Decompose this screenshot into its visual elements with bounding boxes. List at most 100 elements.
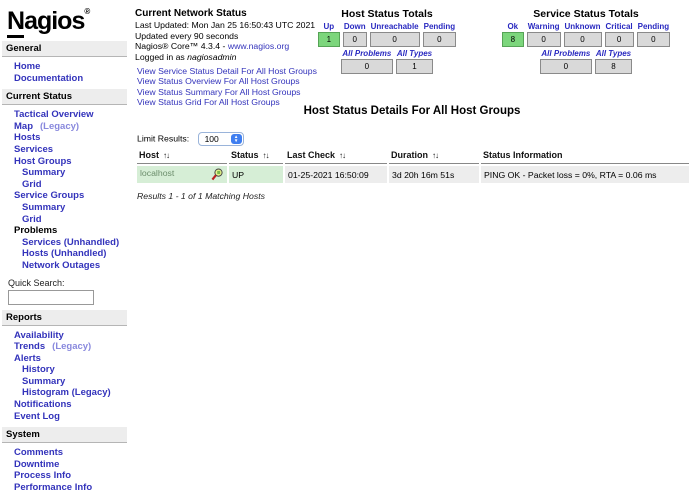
sidebar-item-service-groups[interactable]: Service Groups xyxy=(14,190,85,202)
sidebar-item-services-unhandled[interactable]: Services (Unhandled) xyxy=(22,236,120,248)
sidebar-item-hostgroup-summary[interactable]: Summary xyxy=(22,167,66,179)
sidebar-item-downtime[interactable]: Downtime xyxy=(14,458,60,470)
host-totals-header-down[interactable]: Down xyxy=(343,22,366,31)
last-check-column-label: Last Check xyxy=(287,150,336,160)
service-totals-header-critical[interactable]: Critical xyxy=(605,22,633,31)
host-totals-down-count[interactable]: 0 xyxy=(342,32,367,47)
host-totals-header-unreachable[interactable]: Unreachable xyxy=(370,22,419,31)
limit-results-select[interactable]: 100 ▲ ▼ xyxy=(197,132,244,146)
logged-in-user: nagiosadmin xyxy=(187,51,237,62)
service-totals-ok-count[interactable]: 8 xyxy=(501,32,524,47)
sidebar-item-hosts[interactable]: Hosts xyxy=(14,132,41,144)
sidebar-item-availability[interactable]: Availability xyxy=(14,329,64,341)
host-totals-unreachable-count[interactable]: 0 xyxy=(369,32,420,47)
sidebar-label-problems: Problems xyxy=(14,225,58,237)
host-totals-all-types-count[interactable]: 1 xyxy=(395,59,434,74)
page-title: Host Status Details For All Host Groups xyxy=(303,105,521,117)
sort-icons-last-check[interactable]: ↑↓ xyxy=(339,151,346,160)
sort-asc-icon[interactable]: ↑ xyxy=(432,151,436,160)
service-totals-header-ok[interactable]: Ok xyxy=(507,22,519,31)
view-status-overview-link[interactable]: View Status Overview For All Host Groups xyxy=(137,76,300,87)
service-totals-warning-count[interactable]: 0 xyxy=(526,32,561,47)
view-status-summary-link[interactable]: View Status Summary For All Host Groups xyxy=(137,86,301,97)
sort-icons-host[interactable]: ↑↓ xyxy=(163,151,170,160)
host-totals-header-all-problems[interactable]: All Problems xyxy=(342,49,392,58)
sidebar-item-home[interactable]: Home xyxy=(14,61,41,72)
sidebar-item-event-log[interactable]: Event Log xyxy=(14,410,60,422)
sidebar-item-servicegroup-summary[interactable]: Summary xyxy=(22,201,66,213)
host-totals-up-count[interactable]: 1 xyxy=(317,32,340,47)
trends-legacy-suffix[interactable]: (Legacy) xyxy=(52,341,92,353)
sidebar-item-hostgroup-grid[interactable]: Grid xyxy=(22,178,42,190)
sort-asc-icon[interactable]: ↑ xyxy=(262,151,267,160)
sidebar-item-network-outages[interactable]: Network Outages xyxy=(22,259,101,271)
sidebar-item-scheduling-queue[interactable]: Scheduling Queue xyxy=(0,494,129,495)
nagios-org-link[interactable]: www.nagios.org xyxy=(227,41,290,52)
map-legacy-suffix[interactable]: (Legacy) xyxy=(40,120,80,132)
status-column-label: Status xyxy=(231,150,259,160)
update-interval-text: Updated every 90 seconds xyxy=(135,30,239,41)
view-status-grid-link[interactable]: View Status Grid For All Host Groups xyxy=(137,97,280,108)
map-label[interactable]: Map xyxy=(14,120,33,132)
service-totals-header-all-types[interactable]: All Types xyxy=(595,49,632,58)
host-cell: localhost xyxy=(137,166,227,183)
host-totals-header-all-types[interactable]: All Types xyxy=(396,49,433,58)
select-stepper-icon[interactable]: ▲ ▼ xyxy=(230,134,242,144)
service-totals-all-problems-count[interactable]: 0 xyxy=(539,59,592,74)
limit-results-label: Limit Results: xyxy=(137,133,190,144)
network-status-title: Current Network Status xyxy=(135,8,247,19)
sidebar-item-process-info[interactable]: Process Info xyxy=(14,470,72,482)
host-link[interactable]: localhost xyxy=(140,168,175,178)
host-status-table: Host ↑↓ Status ↑↓ Last Check ↑↓ Duration ↑↓ … xyxy=(135,146,691,185)
sidebar-item-comments[interactable]: Comments xyxy=(14,447,64,459)
sort-desc-icon[interactable]: ↓ xyxy=(166,151,170,160)
status-information-cell: PING OK - Packet loss = 0%, RTA = 0.06 m… xyxy=(481,166,689,183)
sort-icons-status[interactable]: ↑↓ xyxy=(262,151,270,160)
service-totals-header-unknown[interactable]: Unknown xyxy=(564,22,601,31)
service-totals-all-types-count[interactable]: 8 xyxy=(594,59,633,74)
current-network-status: Current Network Status Last Updated: Mon… xyxy=(135,8,315,62)
host-status-totals-title: Host Status Totals xyxy=(341,8,433,20)
service-totals-header-all-problems[interactable]: All Problems xyxy=(541,49,591,58)
sidebar-item-alert-histogram[interactable]: Histogram (Legacy) xyxy=(22,387,111,399)
sidebar-item-alert-history[interactable]: History xyxy=(22,364,55,376)
column-header-duration: Duration ↑↓ xyxy=(389,148,479,164)
sidebar-item-map[interactable]: Map (Legacy) xyxy=(0,121,129,133)
sort-asc-icon[interactable]: ↑ xyxy=(339,151,343,160)
column-header-host: Host ↑↓ xyxy=(137,148,227,164)
sort-desc-icon[interactable]: ↓ xyxy=(265,151,270,160)
sidebar-item-servicegroup-grid[interactable]: Grid xyxy=(22,213,42,225)
sort-asc-icon[interactable]: ↑ xyxy=(163,151,167,160)
sidebar-item-trends[interactable]: Trends (Legacy) xyxy=(0,341,129,353)
service-totals-critical-count[interactable]: 0 xyxy=(604,32,634,47)
sidebar-item-documentation[interactable]: Documentation xyxy=(14,72,84,84)
sidebar-item-hosts-unhandled[interactable]: Hosts (Unhandled) xyxy=(22,248,107,260)
service-totals-header-pending[interactable]: Pending xyxy=(637,22,670,31)
sort-desc-icon[interactable]: ↓ xyxy=(435,151,439,160)
sidebar-item-alert-summary[interactable]: Summary xyxy=(22,375,66,387)
view-service-status-detail-link[interactable]: View Service Status Detail For All Host … xyxy=(137,66,317,76)
trends-label[interactable]: Trends xyxy=(14,341,46,353)
results-count-text: Results 1 - 1 of 1 Matching Hosts xyxy=(137,191,265,201)
service-totals-unknown-count[interactable]: 0 xyxy=(563,32,602,47)
host-totals-all-problems-count[interactable]: 0 xyxy=(340,59,393,74)
quick-search-input[interactable] xyxy=(8,289,94,305)
host-totals-header-up[interactable]: Up xyxy=(323,22,335,31)
host-status-totals-summary: All Problems All Types 0 1 xyxy=(338,48,436,75)
sidebar-item-tactical-overview[interactable]: Tactical Overview xyxy=(14,109,94,121)
sort-icons-duration[interactable]: ↑↓ xyxy=(432,151,439,160)
host-totals-pending-count[interactable]: 0 xyxy=(422,32,457,47)
sidebar-item-performance-info[interactable]: Performance Info xyxy=(14,482,93,494)
sidebar-item-notifications[interactable]: Notifications xyxy=(14,399,72,411)
sidebar-item-services[interactable]: Services xyxy=(14,143,54,155)
sidebar-section-reports: Reports xyxy=(2,309,127,326)
host-totals-header-pending[interactable]: Pending xyxy=(423,22,456,31)
status-detail-magnifier-icon[interactable] xyxy=(211,168,224,181)
service-totals-pending-count[interactable]: 0 xyxy=(636,32,671,47)
sort-desc-icon[interactable]: ↓ xyxy=(342,151,346,160)
sidebar-section-current-status: Current Status xyxy=(2,89,127,106)
sidebar-item-host-groups[interactable]: Host Groups xyxy=(14,155,72,167)
sidebar-item-alerts[interactable]: Alerts xyxy=(14,352,41,364)
sidebar: Nagios® General Home Documentation Curre… xyxy=(0,0,129,495)
service-totals-header-warning[interactable]: Warning xyxy=(527,22,560,31)
